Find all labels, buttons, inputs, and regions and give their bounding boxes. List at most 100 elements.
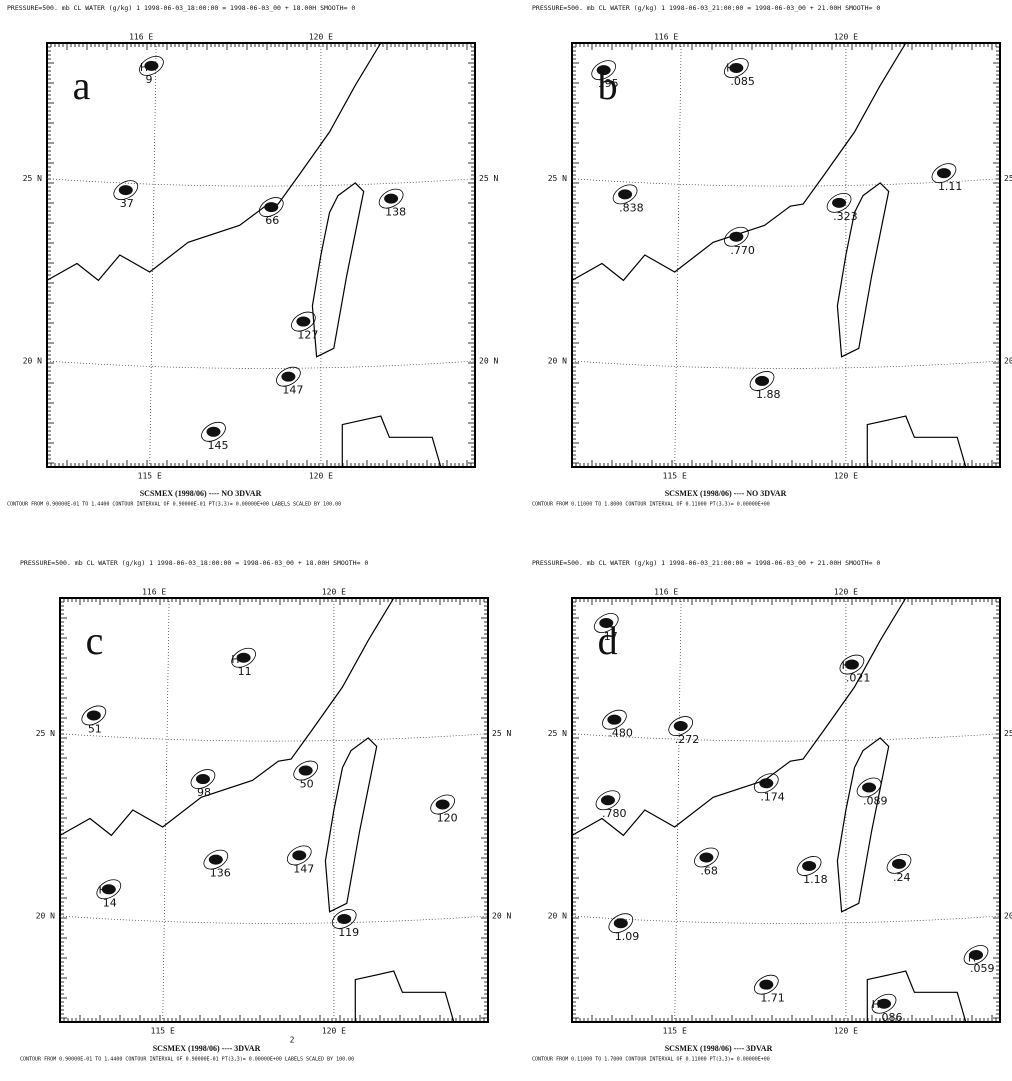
contour-ring	[139, 55, 164, 76]
contour-blob	[892, 858, 906, 869]
contour-ring	[286, 845, 312, 866]
contour-blob	[384, 193, 399, 204]
contour-blob	[195, 774, 210, 785]
contour-blob	[86, 710, 101, 721]
contour-blob	[296, 316, 311, 327]
contour-label: .059	[970, 962, 995, 975]
contour-blob	[862, 782, 877, 793]
caption: SCSMEX (1998/06) ---- NO 3DVAR	[665, 489, 787, 498]
lon-label: 120 E	[322, 588, 346, 597]
contour-blob	[118, 185, 133, 196]
contour-blob	[599, 618, 614, 629]
contour-blob	[144, 60, 159, 71]
lat-label: 20 N	[1004, 357, 1012, 366]
lat-label: 20 N	[479, 357, 498, 366]
lon-label: 115 E	[151, 1027, 175, 1036]
contour-ring	[724, 226, 749, 247]
contour-blob	[699, 852, 714, 863]
contour-label: H	[231, 653, 239, 666]
contour-label: 195	[598, 77, 619, 90]
lat-label: 25 N	[479, 174, 498, 183]
contour-blob	[236, 652, 251, 663]
map-panel: PRESSURE=500. mb CL WATER (g/kg) 1 1998-…	[20, 559, 511, 1063]
lat-label: 20 N	[36, 912, 55, 921]
contour-label: 147	[282, 384, 303, 397]
contour-ring	[886, 853, 912, 874]
contour-blob	[759, 778, 774, 789]
lat-label: 25 N	[23, 174, 42, 183]
map-frame	[46, 42, 476, 468]
lon-label: 120 E	[834, 1027, 858, 1036]
contour-label: H	[872, 998, 880, 1011]
lat-label: 20 N	[492, 912, 511, 921]
contour-blob	[206, 426, 221, 437]
contour-label: 1.11	[938, 180, 963, 193]
contour-info: CONTOUR FROM 0.90000E-01 TO 1.4400 CONTO…	[7, 502, 341, 508]
lat-label: 25 N	[548, 174, 567, 183]
lon-label: 120 E	[309, 472, 333, 481]
contour-blob	[759, 979, 774, 990]
parallel	[59, 915, 489, 924]
lon-label: 115 E	[663, 472, 687, 481]
contour-ring	[608, 913, 634, 934]
contour-blob	[264, 202, 279, 213]
parallel	[46, 360, 476, 369]
contour-ring	[231, 647, 256, 668]
contour-ring	[258, 197, 284, 217]
contour-blob	[600, 795, 615, 806]
contour-ring	[753, 773, 779, 794]
contour-label: .68	[700, 864, 718, 877]
coastline	[354, 970, 455, 1023]
lon-label: 120 E	[309, 33, 333, 42]
contour-label: 98	[197, 786, 211, 799]
lon-label: 115 E	[663, 1027, 687, 1036]
contour-label: 66	[265, 214, 279, 227]
contour-ring	[595, 790, 621, 811]
contour-blob	[729, 231, 744, 242]
lat-label: 20 N	[548, 357, 567, 366]
panel-letter: d	[598, 618, 618, 663]
panel-header: PRESSURE=500. mb CL WATER (g/kg) 1 1998-…	[532, 559, 880, 567]
contour-info: CONTOUR FROM 0.11000 TO 1.8000 CONTOUR I…	[532, 502, 770, 508]
island	[836, 737, 890, 913]
contour-blob	[936, 168, 951, 179]
contour-ring	[190, 769, 216, 789]
contour-blob	[101, 884, 116, 895]
contour-label: .770	[730, 244, 755, 257]
contour-label: .17	[600, 630, 618, 643]
coastline	[866, 970, 967, 1023]
island	[324, 737, 378, 913]
coastline	[571, 42, 907, 282]
map-panel: PRESSURE=500. mb CL WATER (g/kg) 1 1998-…	[7, 4, 498, 508]
lon-label: 116 E	[654, 588, 678, 597]
panel-letter: a	[73, 63, 91, 108]
contour-label: 1.71	[760, 992, 785, 1005]
contour-ring	[826, 192, 852, 213]
contour-label: 37	[120, 197, 134, 210]
contour-label: 1.18	[803, 873, 828, 886]
lon-label: 116 E	[142, 588, 166, 597]
contour-blob	[618, 189, 633, 200]
island	[836, 182, 890, 358]
contour-blob	[596, 65, 611, 76]
contour-ring	[430, 794, 455, 815]
coastline	[59, 597, 395, 837]
coastline	[866, 415, 967, 468]
contour-ring	[602, 709, 627, 730]
lon-label: 116 E	[129, 33, 153, 42]
contour-blob	[435, 799, 450, 810]
contour-ring	[331, 909, 357, 929]
contour-info: CONTOUR FROM 0.90000E-01 TO 1.4400 CONTO…	[20, 1057, 354, 1063]
panel-letter: c	[86, 618, 104, 663]
lon-label: 120 E	[834, 33, 858, 42]
contour-label: 120	[437, 811, 458, 824]
panel-header: PRESSURE=500. mb CL WATER (g/kg) 1 1998-…	[532, 4, 880, 12]
contour-ring	[276, 366, 301, 387]
contour-label: 11	[238, 665, 252, 678]
contour-ring	[612, 184, 638, 205]
lat-label: 20 N	[23, 357, 42, 366]
parallel	[571, 360, 1001, 369]
contour-ring	[291, 311, 316, 332]
contour-label: .089	[863, 795, 888, 808]
coastline	[341, 415, 442, 468]
